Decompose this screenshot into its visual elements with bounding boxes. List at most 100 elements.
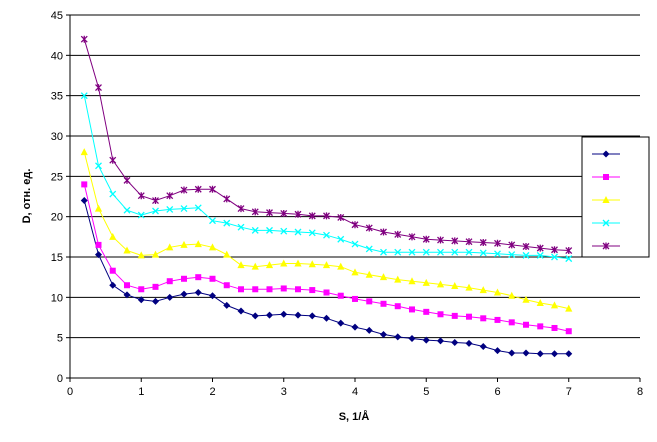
- data-point: [451, 237, 459, 245]
- data-point: [351, 323, 359, 331]
- data-point: [408, 277, 416, 285]
- data-point: [251, 262, 259, 270]
- data-point: [422, 235, 430, 243]
- x-tick-label: 1: [138, 386, 144, 398]
- data-point: [223, 301, 231, 309]
- data-point: [536, 251, 544, 259]
- data-point: [465, 238, 473, 246]
- data-point: [380, 330, 387, 338]
- data-point: [209, 185, 216, 193]
- data-point: [508, 241, 516, 249]
- data-point: [309, 287, 316, 294]
- data-point: [437, 236, 444, 244]
- x-tick-label: 2: [209, 386, 215, 398]
- data-point: [95, 251, 102, 259]
- data-point: [380, 300, 387, 307]
- data-point: [366, 298, 373, 305]
- data-point: [352, 295, 358, 302]
- data-point: [251, 312, 259, 320]
- data-point: [152, 197, 159, 205]
- x-tick-label: 4: [352, 386, 358, 398]
- data-point: [294, 259, 302, 267]
- data-point: [223, 282, 230, 289]
- data-point: [123, 176, 131, 184]
- y-tick-label: 15: [51, 252, 63, 264]
- data-point: [237, 261, 245, 269]
- x-tick-label: 5: [423, 386, 429, 398]
- legend-entry: [592, 150, 620, 158]
- legend-entry: [592, 174, 620, 180]
- data-point: [551, 350, 558, 358]
- series-line: [83, 95, 569, 260]
- x-tick-label: 8: [637, 386, 643, 398]
- data-point: [451, 282, 459, 290]
- data-point: [322, 261, 331, 269]
- data-point: [152, 207, 159, 215]
- y-tick-label: 40: [51, 50, 63, 62]
- data-point: [536, 350, 544, 358]
- data-point: [251, 208, 259, 216]
- data-point: [180, 205, 188, 213]
- legend-swatch-marker: [603, 174, 609, 180]
- data-point: [479, 249, 487, 257]
- data-point: [137, 192, 145, 200]
- series-4: [80, 92, 573, 263]
- data-point: [365, 326, 373, 334]
- data-point: [137, 296, 145, 304]
- data-point: [294, 210, 302, 218]
- data-point: [194, 204, 202, 212]
- data-point: [280, 285, 287, 292]
- data-point: [494, 250, 501, 258]
- x-axis-title: S, 1/Å: [339, 410, 370, 423]
- data-point: [437, 337, 444, 345]
- data-point: [479, 343, 487, 351]
- data-point: [137, 211, 145, 219]
- data-point: [480, 315, 487, 322]
- data-point: [223, 195, 231, 203]
- legend-swatch-marker: [602, 150, 610, 158]
- data-point: [351, 268, 359, 276]
- data-point: [565, 255, 573, 263]
- y-tick-label: 0: [57, 373, 63, 385]
- data-point: [109, 156, 117, 164]
- data-point: [365, 224, 373, 232]
- x-tick-label: 7: [566, 386, 572, 398]
- data-point: [323, 231, 330, 239]
- data-point: [166, 278, 173, 285]
- y-tick-label: 30: [51, 131, 63, 143]
- data-point: [422, 336, 430, 344]
- data-point: [80, 35, 88, 43]
- data-point: [166, 293, 174, 301]
- legend-entry: [592, 242, 620, 250]
- y-tick-label: 45: [51, 10, 63, 22]
- series-5: [80, 35, 573, 255]
- data-point: [408, 334, 416, 342]
- data-point: [508, 349, 516, 357]
- data-point: [166, 205, 174, 213]
- data-point: [209, 275, 216, 282]
- data-point: [223, 219, 231, 227]
- data-point: [565, 328, 572, 335]
- data-point: [280, 259, 288, 267]
- data-point: [408, 233, 416, 241]
- data-point: [451, 312, 458, 319]
- x-tick-label: 6: [494, 386, 500, 398]
- data-point: [295, 286, 301, 293]
- data-point: [280, 310, 288, 318]
- data-point: [194, 288, 202, 296]
- series-3: [80, 148, 573, 312]
- data-point: [265, 261, 274, 269]
- data-point: [80, 148, 88, 156]
- data-point: [123, 206, 131, 214]
- data-point: [308, 229, 316, 237]
- data-point: [280, 227, 288, 235]
- legend-swatch-marker: [602, 196, 610, 203]
- data-point: [365, 270, 373, 278]
- series-line: [83, 200, 569, 355]
- data-point: [550, 301, 559, 309]
- data-point: [266, 209, 273, 217]
- y-tick-label: 25: [51, 171, 63, 183]
- data-point: [181, 275, 187, 282]
- data-point: [365, 245, 373, 253]
- data-point: [394, 248, 402, 256]
